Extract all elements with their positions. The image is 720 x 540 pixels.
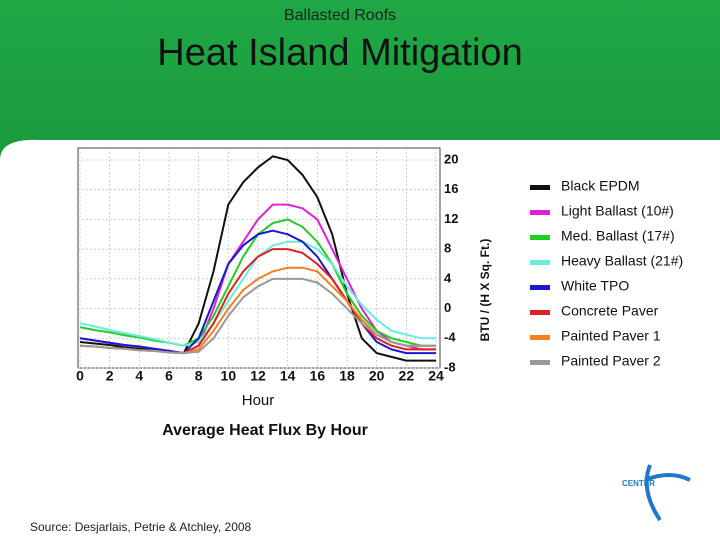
x-axis-label: Hour: [242, 392, 275, 409]
x-tick-label: 4: [135, 368, 143, 384]
y-tick-label: 16: [444, 181, 458, 196]
legend-swatch: [530, 235, 550, 240]
slide-title: Heat Island Mitigation: [157, 32, 522, 74]
legend-swatch: [530, 360, 550, 365]
series-line: [79, 277, 436, 355]
y-tick-label: 20: [444, 151, 458, 166]
legend-label: Concrete Paver: [561, 303, 659, 319]
x-tick-label: 14: [280, 368, 296, 384]
x-tick-label: 12: [250, 368, 266, 384]
y-tick-label: 0: [444, 300, 451, 315]
logo-text: CENTER: [622, 479, 655, 488]
x-tick-label: 2: [106, 368, 114, 384]
x-tick-label: 16: [310, 368, 326, 384]
legend-label: Painted Paver 2: [561, 353, 661, 369]
x-tick-label: 22: [399, 368, 415, 384]
legend-swatch: [530, 310, 550, 315]
legend-swatch: [530, 335, 550, 340]
legend-swatch: [530, 260, 550, 265]
x-tick-label: 0: [76, 368, 84, 384]
chart-title: Average Heat Flux By Hour: [162, 422, 368, 439]
legend-label: White TPO: [561, 278, 629, 294]
legend-label: Black EPDM: [561, 178, 640, 194]
y-tick-label: 12: [444, 211, 458, 226]
y-tick-label: -8: [444, 359, 456, 374]
y-tick-label: -4: [444, 330, 456, 345]
x-tick-label: 18: [339, 368, 355, 384]
x-tick-label: 24: [428, 368, 444, 384]
series-line: [79, 229, 436, 355]
legend-label: Painted Paver 1: [561, 328, 661, 344]
legend-label: Heavy Ballast (21#): [561, 253, 683, 269]
legend-label: Med. Ballast (17#): [561, 228, 675, 244]
legend-swatch: [530, 285, 550, 290]
legend-swatch: [530, 185, 550, 190]
x-tick-label: 10: [221, 368, 237, 384]
slide-subtitle: Ballasted Roofs: [284, 7, 396, 24]
logo: CENTER: [622, 464, 691, 522]
series-line: [79, 155, 436, 362]
x-tick-label: 8: [195, 368, 203, 384]
source-note: Source: Desjarlais, Petrie & Atchley, 20…: [30, 520, 252, 534]
y-tick-label: 4: [444, 270, 452, 285]
legend-swatch: [530, 210, 550, 215]
y-axis-label: BTU / (H X Sq. Ft.): [478, 239, 492, 342]
logo-mark: [644, 464, 691, 522]
x-tick-label: 6: [165, 368, 173, 384]
y-tick-label: 8: [444, 241, 451, 256]
x-tick-label: 20: [369, 368, 385, 384]
legend-label: Light Ballast (10#): [561, 203, 674, 219]
